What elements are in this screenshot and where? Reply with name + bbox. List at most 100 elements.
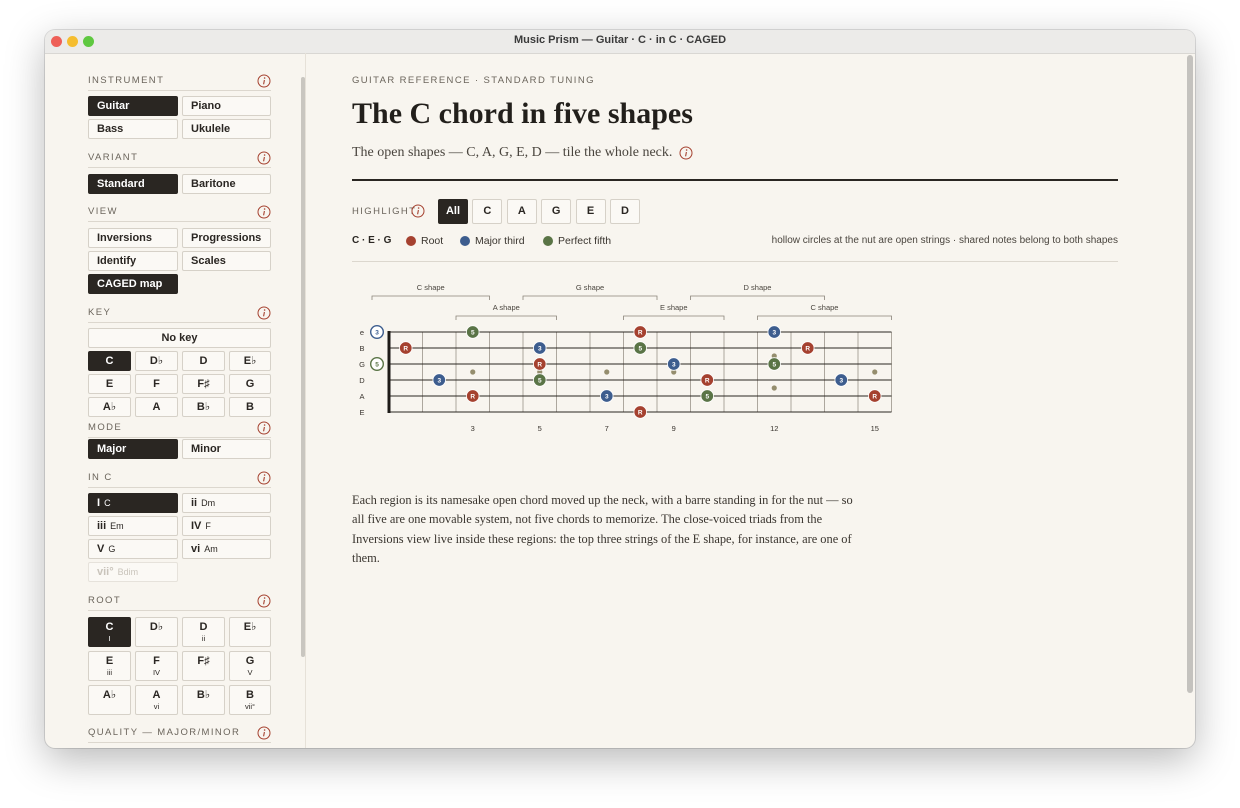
section-label: ROOT <box>88 595 122 606</box>
chord-name: G <box>108 544 116 554</box>
note-label: 3 <box>772 329 776 336</box>
minimize-button[interactable] <box>67 36 78 47</box>
root-button[interactable]: F♯ <box>182 651 225 681</box>
fret-number: 5 <box>538 424 542 433</box>
info-icon[interactable] <box>257 726 271 740</box>
info-icon[interactable] <box>411 204 425 218</box>
note-dot <box>767 357 781 371</box>
no-key-button[interactable]: No key <box>88 328 271 348</box>
option-button[interactable]: D♭ <box>135 351 178 371</box>
option-button[interactable]: Identify <box>88 251 178 271</box>
root-note: E <box>105 655 114 667</box>
option-button[interactable]: Piano <box>182 96 271 116</box>
note-dot <box>533 341 547 355</box>
note-dot <box>633 325 647 339</box>
inlay <box>537 369 543 375</box>
option-button[interactable]: Bass <box>88 119 178 139</box>
fretboard: C shape G shape D shape A shape E shape C sha… <box>359 283 892 433</box>
info-icon[interactable] <box>257 421 271 435</box>
info-icon[interactable] <box>257 471 271 485</box>
info-icon[interactable] <box>257 205 271 219</box>
info-icon[interactable] <box>257 594 271 608</box>
option-button[interactable]: B <box>229 397 271 417</box>
fret-number: 3 <box>471 424 475 433</box>
option-button[interactable]: B♭ <box>182 397 225 417</box>
roman-numeral: ii <box>191 497 198 509</box>
root-button[interactable]: B♭ <box>182 685 225 715</box>
info-icon[interactable] <box>257 74 271 88</box>
highlight-button[interactable]: E <box>575 199 606 224</box>
option-button[interactable]: A <box>135 397 178 417</box>
chord-button[interactable]: IV F <box>182 516 271 536</box>
note-dot <box>700 389 714 403</box>
option-button[interactable]: Scales <box>182 251 271 271</box>
section-label: INSTRUMENT <box>88 75 165 86</box>
note-label: R <box>638 409 643 416</box>
chord-name: Em <box>110 521 124 531</box>
highlight-button[interactable]: A <box>506 199 537 224</box>
root-button[interactable]: E♭ <box>229 617 271 647</box>
root-button[interactable]: F IV <box>135 651 178 681</box>
sidebar-scrollbar[interactable] <box>301 77 305 657</box>
close-button[interactable] <box>51 36 62 47</box>
option-button[interactable]: Minor <box>182 439 271 459</box>
shape-bracket <box>690 295 825 300</box>
inlay <box>771 385 777 391</box>
root-note: E♭ <box>243 621 257 633</box>
root-button[interactable]: A♭ <box>88 685 131 715</box>
chord-button[interactable]: vii° Bdim <box>88 562 178 582</box>
option-button[interactable]: Major <box>88 439 178 459</box>
chord-button[interactable]: ii Dm <box>182 493 271 513</box>
option-button[interactable]: C <box>88 351 131 371</box>
option-button[interactable]: Ukulele <box>182 119 271 139</box>
option-button[interactable]: Progressions <box>182 228 271 248</box>
option-button[interactable]: Guitar <box>88 96 178 116</box>
option-button[interactable]: Inversions <box>88 228 178 248</box>
option-button[interactable]: E <box>88 374 131 394</box>
info-icon[interactable] <box>257 306 271 320</box>
note-dot <box>466 325 480 339</box>
option-button[interactable]: A♭ <box>88 397 131 417</box>
root-degree: vii° <box>244 702 256 711</box>
root-button[interactable]: D♭ <box>135 617 178 647</box>
root-degree: ii <box>201 634 206 643</box>
info-stem <box>263 79 265 85</box>
highlight-button[interactable]: D <box>610 199 640 224</box>
zoom-button[interactable] <box>83 36 94 47</box>
highlight-button[interactable]: All <box>438 199 468 224</box>
string-name: D <box>359 376 365 385</box>
root-note: D <box>199 621 208 633</box>
highlight-button[interactable]: G <box>541 199 572 224</box>
info-dot <box>263 154 266 156</box>
info-icon[interactable] <box>679 146 693 160</box>
inlay <box>470 369 476 375</box>
option-button[interactable]: Standard <box>88 174 178 194</box>
main-scrollbar[interactable] <box>1187 55 1193 693</box>
root-degree: iii <box>107 668 112 677</box>
option-button[interactable]: D <box>182 351 225 371</box>
info-icon[interactable] <box>257 151 271 165</box>
chord-button[interactable]: vi Am <box>182 539 271 559</box>
highlight-button[interactable]: C <box>472 199 503 224</box>
roman-numeral: vii° <box>97 566 114 578</box>
chord-button[interactable]: iii Em <box>88 516 178 536</box>
shape-label: A shape <box>493 303 520 312</box>
option-button[interactable]: F <box>135 374 178 394</box>
option-button[interactable]: E♭ <box>229 351 271 371</box>
option-button[interactable]: CAGED map <box>88 274 178 294</box>
option-button[interactable]: F♯ <box>182 374 225 394</box>
root-note: F♯ <box>197 655 210 667</box>
legend-rule <box>352 261 1118 262</box>
option-button[interactable]: G <box>229 374 271 394</box>
option-button[interactable]: Baritone <box>182 174 271 194</box>
chord-name: Am <box>204 544 218 554</box>
